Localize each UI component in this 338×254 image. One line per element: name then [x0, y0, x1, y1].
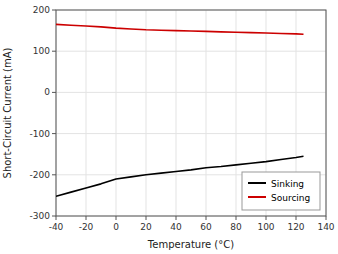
tick-label: -20 — [79, 222, 94, 232]
tick-label: 0 — [113, 222, 119, 232]
tick-label: 20 — [140, 222, 152, 232]
tick-label: -100 — [30, 129, 51, 139]
grid-line — [146, 10, 147, 216]
tick-mark — [296, 216, 297, 220]
tick-label: 100 — [257, 222, 274, 232]
legend-label: Sinking — [271, 179, 304, 189]
tick-mark — [52, 92, 56, 93]
tick-mark — [86, 216, 87, 220]
tick-label: -200 — [30, 170, 51, 180]
legend-swatch — [248, 196, 266, 198]
legend-label: Sourcing — [271, 193, 310, 203]
legend-swatch — [248, 182, 266, 184]
series-line — [56, 24, 304, 34]
chart: -40-20020406080100120140-300-200-1000100… — [0, 0, 338, 254]
tick-mark — [326, 216, 327, 220]
grid — [56, 10, 326, 216]
tick-mark — [52, 133, 56, 134]
tick-mark — [116, 216, 117, 220]
grid-line — [56, 92, 326, 93]
tick-mark — [266, 216, 267, 220]
tick-mark — [52, 174, 56, 175]
tick-mark — [52, 10, 56, 11]
grid-line — [86, 10, 87, 216]
axes: -40-20020406080100120140-300-200-1000100… — [30, 5, 335, 232]
grid-line — [236, 10, 237, 216]
grid-line — [206, 10, 207, 216]
tick-mark — [52, 51, 56, 52]
x-axis-label: Temperature (°C) — [147, 239, 234, 250]
tick-mark — [56, 216, 57, 220]
grid-line — [116, 10, 117, 216]
legend: Sinking Sourcing — [242, 172, 320, 210]
tick-mark — [52, 216, 56, 217]
tick-mark — [236, 216, 237, 220]
tick-label: 60 — [200, 222, 212, 232]
tick-label: 200 — [33, 5, 50, 15]
tick-mark — [176, 216, 177, 220]
tick-mark — [146, 216, 147, 220]
grid-line — [56, 51, 326, 52]
tick-label: 40 — [170, 222, 182, 232]
legend-box — [242, 172, 320, 210]
grid-line — [176, 10, 177, 216]
tick-label: 120 — [287, 222, 304, 232]
grid-line — [56, 133, 326, 134]
tick-label: 100 — [33, 46, 50, 56]
tick-label: 140 — [317, 222, 334, 232]
tick-label: -40 — [49, 222, 64, 232]
plot-frame — [56, 10, 326, 216]
plot-area — [56, 24, 304, 196]
tick-label: 0 — [44, 87, 50, 97]
y-axis-label: Short-Circuit Current (mA) — [2, 47, 13, 178]
tick-mark — [206, 216, 207, 220]
tick-label: -300 — [30, 211, 51, 221]
tick-label: 80 — [230, 222, 242, 232]
